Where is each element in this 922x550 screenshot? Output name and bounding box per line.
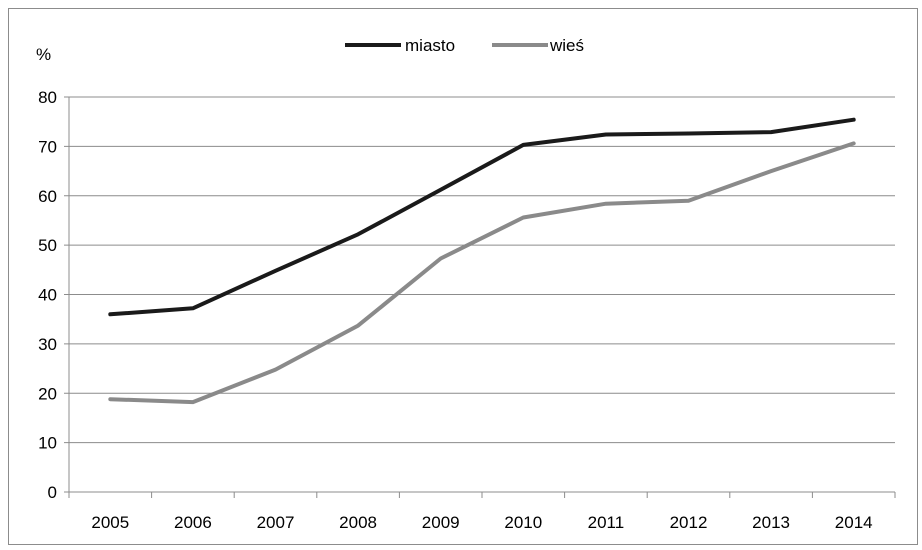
y-axis-unit-label: % bbox=[36, 45, 51, 64]
y-tick-label: 80 bbox=[38, 88, 57, 107]
y-tick-label: 40 bbox=[38, 286, 57, 305]
y-tick-label: 70 bbox=[38, 137, 57, 156]
axes: 0 10 20 30 40 50 60 70 80 2005 2006 2007 2008 2009 201… bbox=[38, 88, 896, 532]
y-tick-label: 0 bbox=[48, 483, 57, 502]
y-tick-label: 20 bbox=[38, 384, 57, 403]
x-tick-label: 2006 bbox=[174, 513, 212, 532]
legend-label-miasto: miasto bbox=[405, 36, 455, 55]
legend: miasto wieś bbox=[345, 36, 584, 55]
x-tick-label: 2011 bbox=[588, 513, 625, 532]
y-tick-label: 50 bbox=[38, 236, 57, 255]
y-tick-label: 60 bbox=[38, 187, 57, 206]
x-tick-label: 2010 bbox=[504, 513, 542, 532]
x-tick-label: 2008 bbox=[339, 513, 377, 532]
x-tick-label: 2009 bbox=[422, 513, 460, 532]
y-tick-label: 10 bbox=[38, 434, 57, 453]
series-line-wieś bbox=[108, 141, 856, 405]
x-tick-label: 2005 bbox=[91, 513, 129, 532]
gridlines bbox=[69, 96, 895, 444]
x-tick-label: 2007 bbox=[257, 513, 295, 532]
series-line-miasto bbox=[108, 117, 856, 317]
x-tick-label: 2013 bbox=[752, 513, 790, 532]
legend-label-wieś: wieś bbox=[549, 36, 584, 55]
x-tick-label: 2014 bbox=[835, 513, 873, 532]
x-tick-label: 2012 bbox=[670, 513, 708, 532]
series-lines bbox=[108, 117, 856, 405]
y-tick-label: 30 bbox=[38, 335, 57, 354]
